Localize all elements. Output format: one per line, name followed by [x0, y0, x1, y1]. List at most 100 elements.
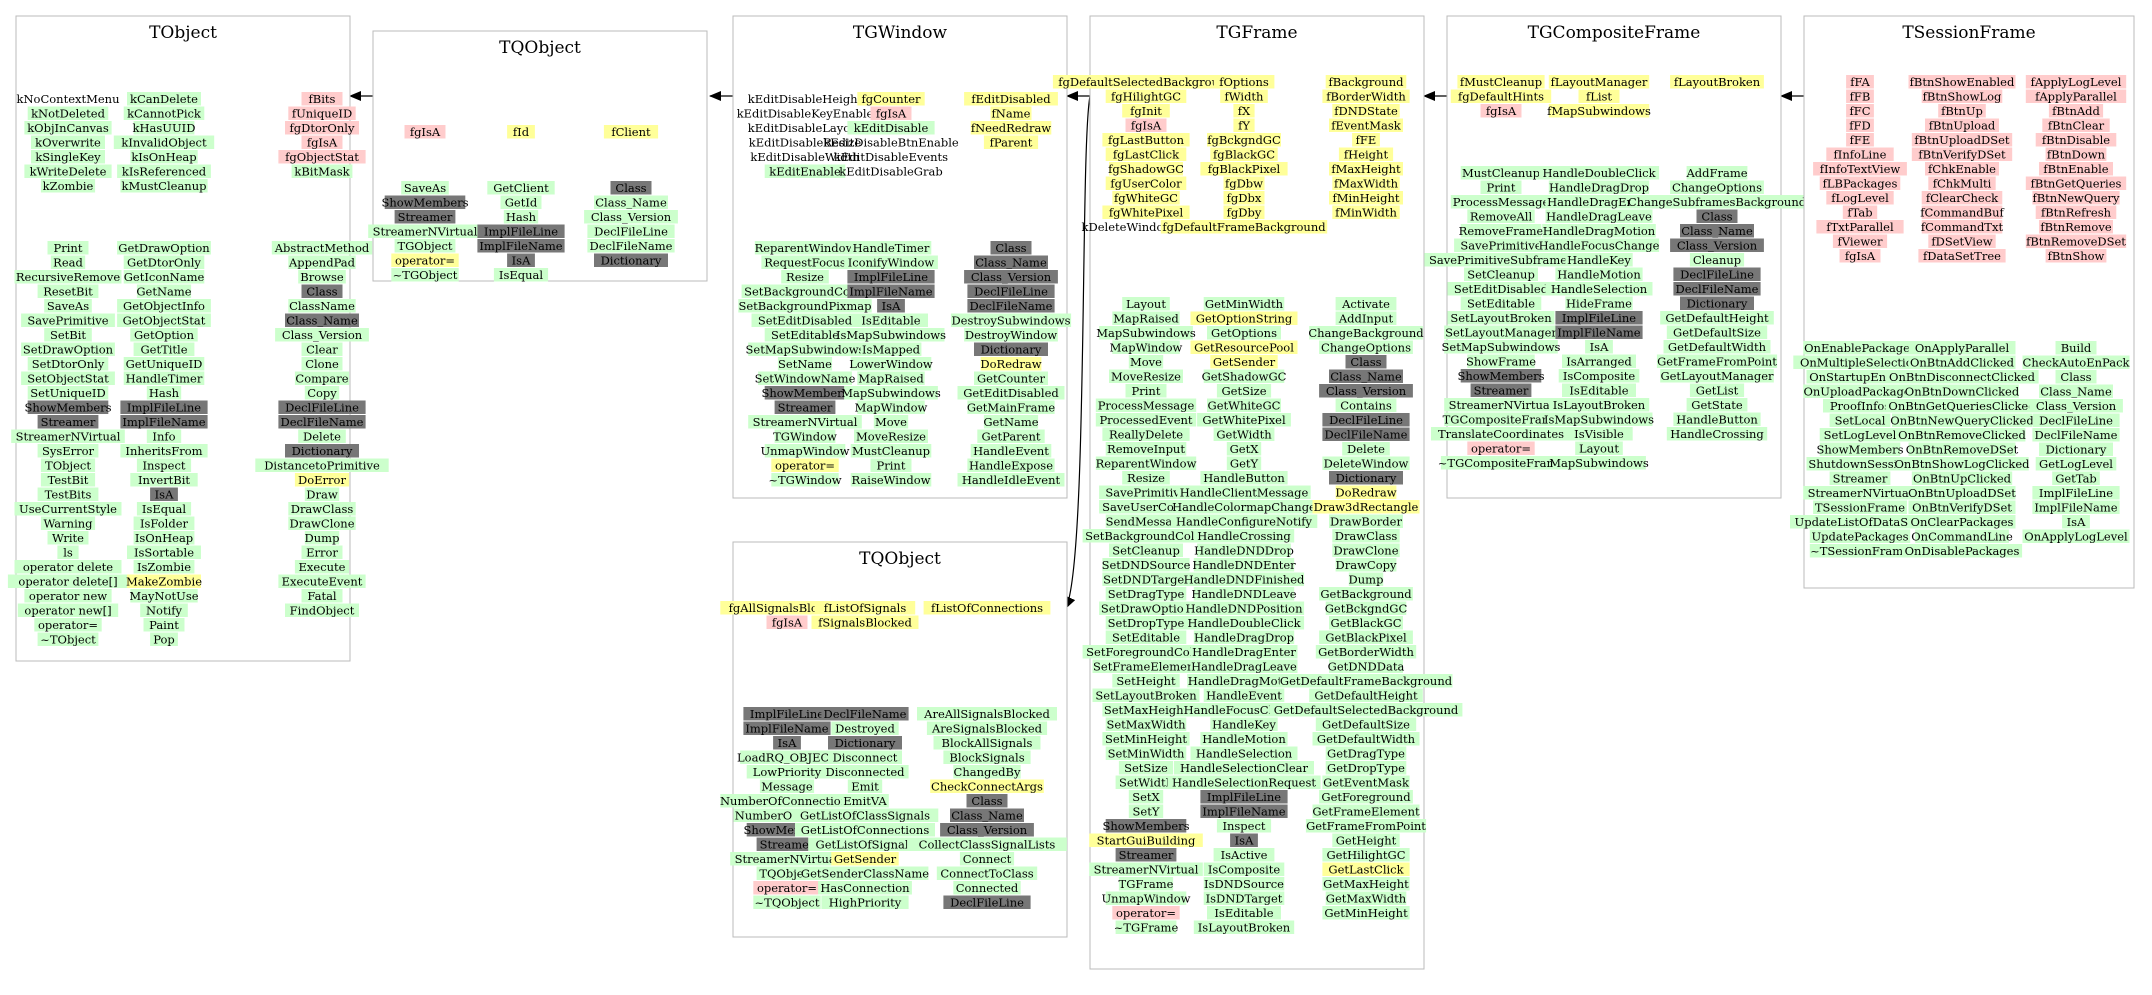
class-box-tobject-big: TObject kNoContextMenukNotDeletedkObjInCa…: [7, 15, 389, 662]
member-swatch: [1183, 601, 1305, 615]
member-swatch: [1803, 341, 1917, 355]
member-sety: SetY: [1133, 805, 1160, 819]
member-blockallsignals: BlockAllSignals: [942, 736, 1033, 750]
member-swatch: [847, 779, 883, 793]
member-swatch: [821, 895, 909, 909]
member-swatch: [1200, 162, 1288, 176]
member-class-version: Class_Version: [591, 210, 672, 224]
member-hasconnection: HasConnection: [820, 881, 910, 895]
class-title: TQObject: [499, 38, 581, 58]
member-class-name: Class_Name: [595, 196, 667, 210]
member-swatch: [857, 400, 925, 414]
member-move: Move: [1130, 355, 1162, 369]
member-inspect: Inspect: [142, 459, 185, 473]
member-onmultipleselection: OnMultipleSelection: [1800, 356, 1921, 370]
member-getoptions: GetOptions: [1211, 326, 1277, 340]
member-resize: Resize: [1127, 471, 1165, 485]
member-swatch: [1555, 325, 1643, 339]
member-swatch: [1335, 398, 1397, 412]
member-getmainframe: GetMainFrame: [967, 401, 1056, 415]
member-swatch: [1223, 176, 1265, 190]
member-fmustcleanup: fMustCleanup: [1460, 75, 1542, 89]
member-swatch: [1921, 89, 2003, 103]
member-onapplyloglevel: OnApplyLogLevel: [2024, 530, 2128, 544]
member-getsender: GetSender: [834, 852, 897, 866]
member-swatch: [771, 458, 839, 472]
member-swatch: [278, 574, 366, 588]
member-operator: operator=: [1471, 442, 1531, 456]
member-getblackpixel: GetBlackPixel: [1325, 631, 1407, 645]
member-streamernvirtual: StreamerNVirtual: [1808, 486, 1913, 500]
member-ksinglekey: kSingleKey: [35, 150, 101, 164]
member-keditdisable: kEditDisable: [854, 121, 929, 135]
member-syserror: SysError: [42, 444, 95, 458]
member-streamer: Streamer: [41, 415, 96, 429]
member-fcommandbuf: fCommandBuf: [1920, 206, 2004, 220]
member-kisonheap: kIsOnHeap: [131, 150, 196, 164]
member-swatch: [1819, 428, 1901, 442]
member-browse: Browse: [300, 270, 344, 284]
member-setcleanup: SetCleanup: [1112, 544, 1180, 558]
member-abstractmethod: AbstractMethod: [274, 241, 370, 255]
member-swatch: [17, 603, 119, 617]
member-funiqueid: fUniqueID: [292, 107, 352, 121]
member-kobjincanvas: kObjInCanvas: [27, 121, 109, 135]
member-swatch: [1210, 355, 1278, 369]
member-fbtngetqueries: fBtnGetQueries: [2031, 177, 2122, 191]
member-swatch: [24, 589, 112, 603]
member-swatch: [828, 750, 902, 764]
member-getborderwidth: GetBorderWidth: [1318, 645, 1414, 659]
member-swatch: [974, 342, 1048, 356]
member-swatch: [1689, 383, 1745, 397]
member-getparent: GetParent: [981, 430, 1040, 444]
member-fbtnremove: fBtnRemove: [2040, 220, 2112, 234]
member-swatch: [974, 371, 1048, 385]
member-class-name: Class_Name: [975, 256, 1047, 270]
member-getx: GetX: [1230, 442, 1260, 456]
member-fdsetview: fDSetView: [1931, 235, 1992, 249]
member-swatch: [1105, 746, 1187, 760]
member-tgframe: ~TGFrame: [1114, 921, 1179, 935]
member-iseditable: IsEditable: [1569, 384, 1628, 398]
member-swatch: [1660, 311, 1774, 325]
member-swatch: [37, 415, 99, 429]
member-swatch: [1183, 616, 1305, 630]
member-swatch: [1122, 104, 1170, 118]
member-write: Write: [52, 531, 84, 545]
member-declfilename: DeclFileName: [1325, 428, 1408, 442]
member-swatch: [1226, 456, 1262, 470]
member-getoptionstring: GetOptionString: [1196, 312, 1293, 326]
member-swatch: [285, 313, 359, 327]
member-swatch: [1102, 205, 1190, 219]
member-swatch: [1216, 384, 1272, 398]
member-swatch: [964, 328, 1058, 342]
member-streamer: Streamer: [1833, 472, 1888, 486]
member-swatch: [764, 386, 846, 400]
member-ffb: fFB: [1850, 90, 1871, 104]
member-getcounter: GetCounter: [977, 372, 1046, 386]
member-getid: GetId: [505, 196, 538, 210]
member-swatch: [301, 92, 343, 106]
member-swatch: [1322, 413, 1410, 427]
member-swatch: [1790, 515, 1930, 529]
member-swatch: [404, 125, 446, 139]
member-sendmessage: SendMessage: [1106, 515, 1187, 529]
member-swatch: [1115, 920, 1177, 934]
member-swatch: [1174, 500, 1314, 514]
member-implfilename: ImplFileName: [479, 239, 562, 253]
member-swatch: [1348, 572, 1384, 586]
member-fcommandtxt: fCommandTxt: [1921, 220, 2004, 234]
member-swatch: [120, 444, 208, 458]
member-handledragmotion: HandleDragMotion: [1543, 224, 1656, 238]
member-swatch: [150, 632, 178, 646]
member-swatch: [795, 823, 935, 837]
member-swatch: [1115, 775, 1177, 789]
member-fmaxheight: fMaxHeight: [1331, 162, 1401, 176]
member-swatch: [1112, 906, 1180, 920]
member-swatch: [7, 574, 129, 588]
member-class-version: Class_Version: [971, 270, 1052, 284]
member-onapplyparallel: OnApplyParallel: [1915, 341, 2010, 355]
member-swatch: [1082, 529, 1210, 543]
member-updatelistofdatasets: UpdateListOfDataSets: [1795, 515, 1926, 529]
member-swatch: [1908, 442, 2016, 456]
